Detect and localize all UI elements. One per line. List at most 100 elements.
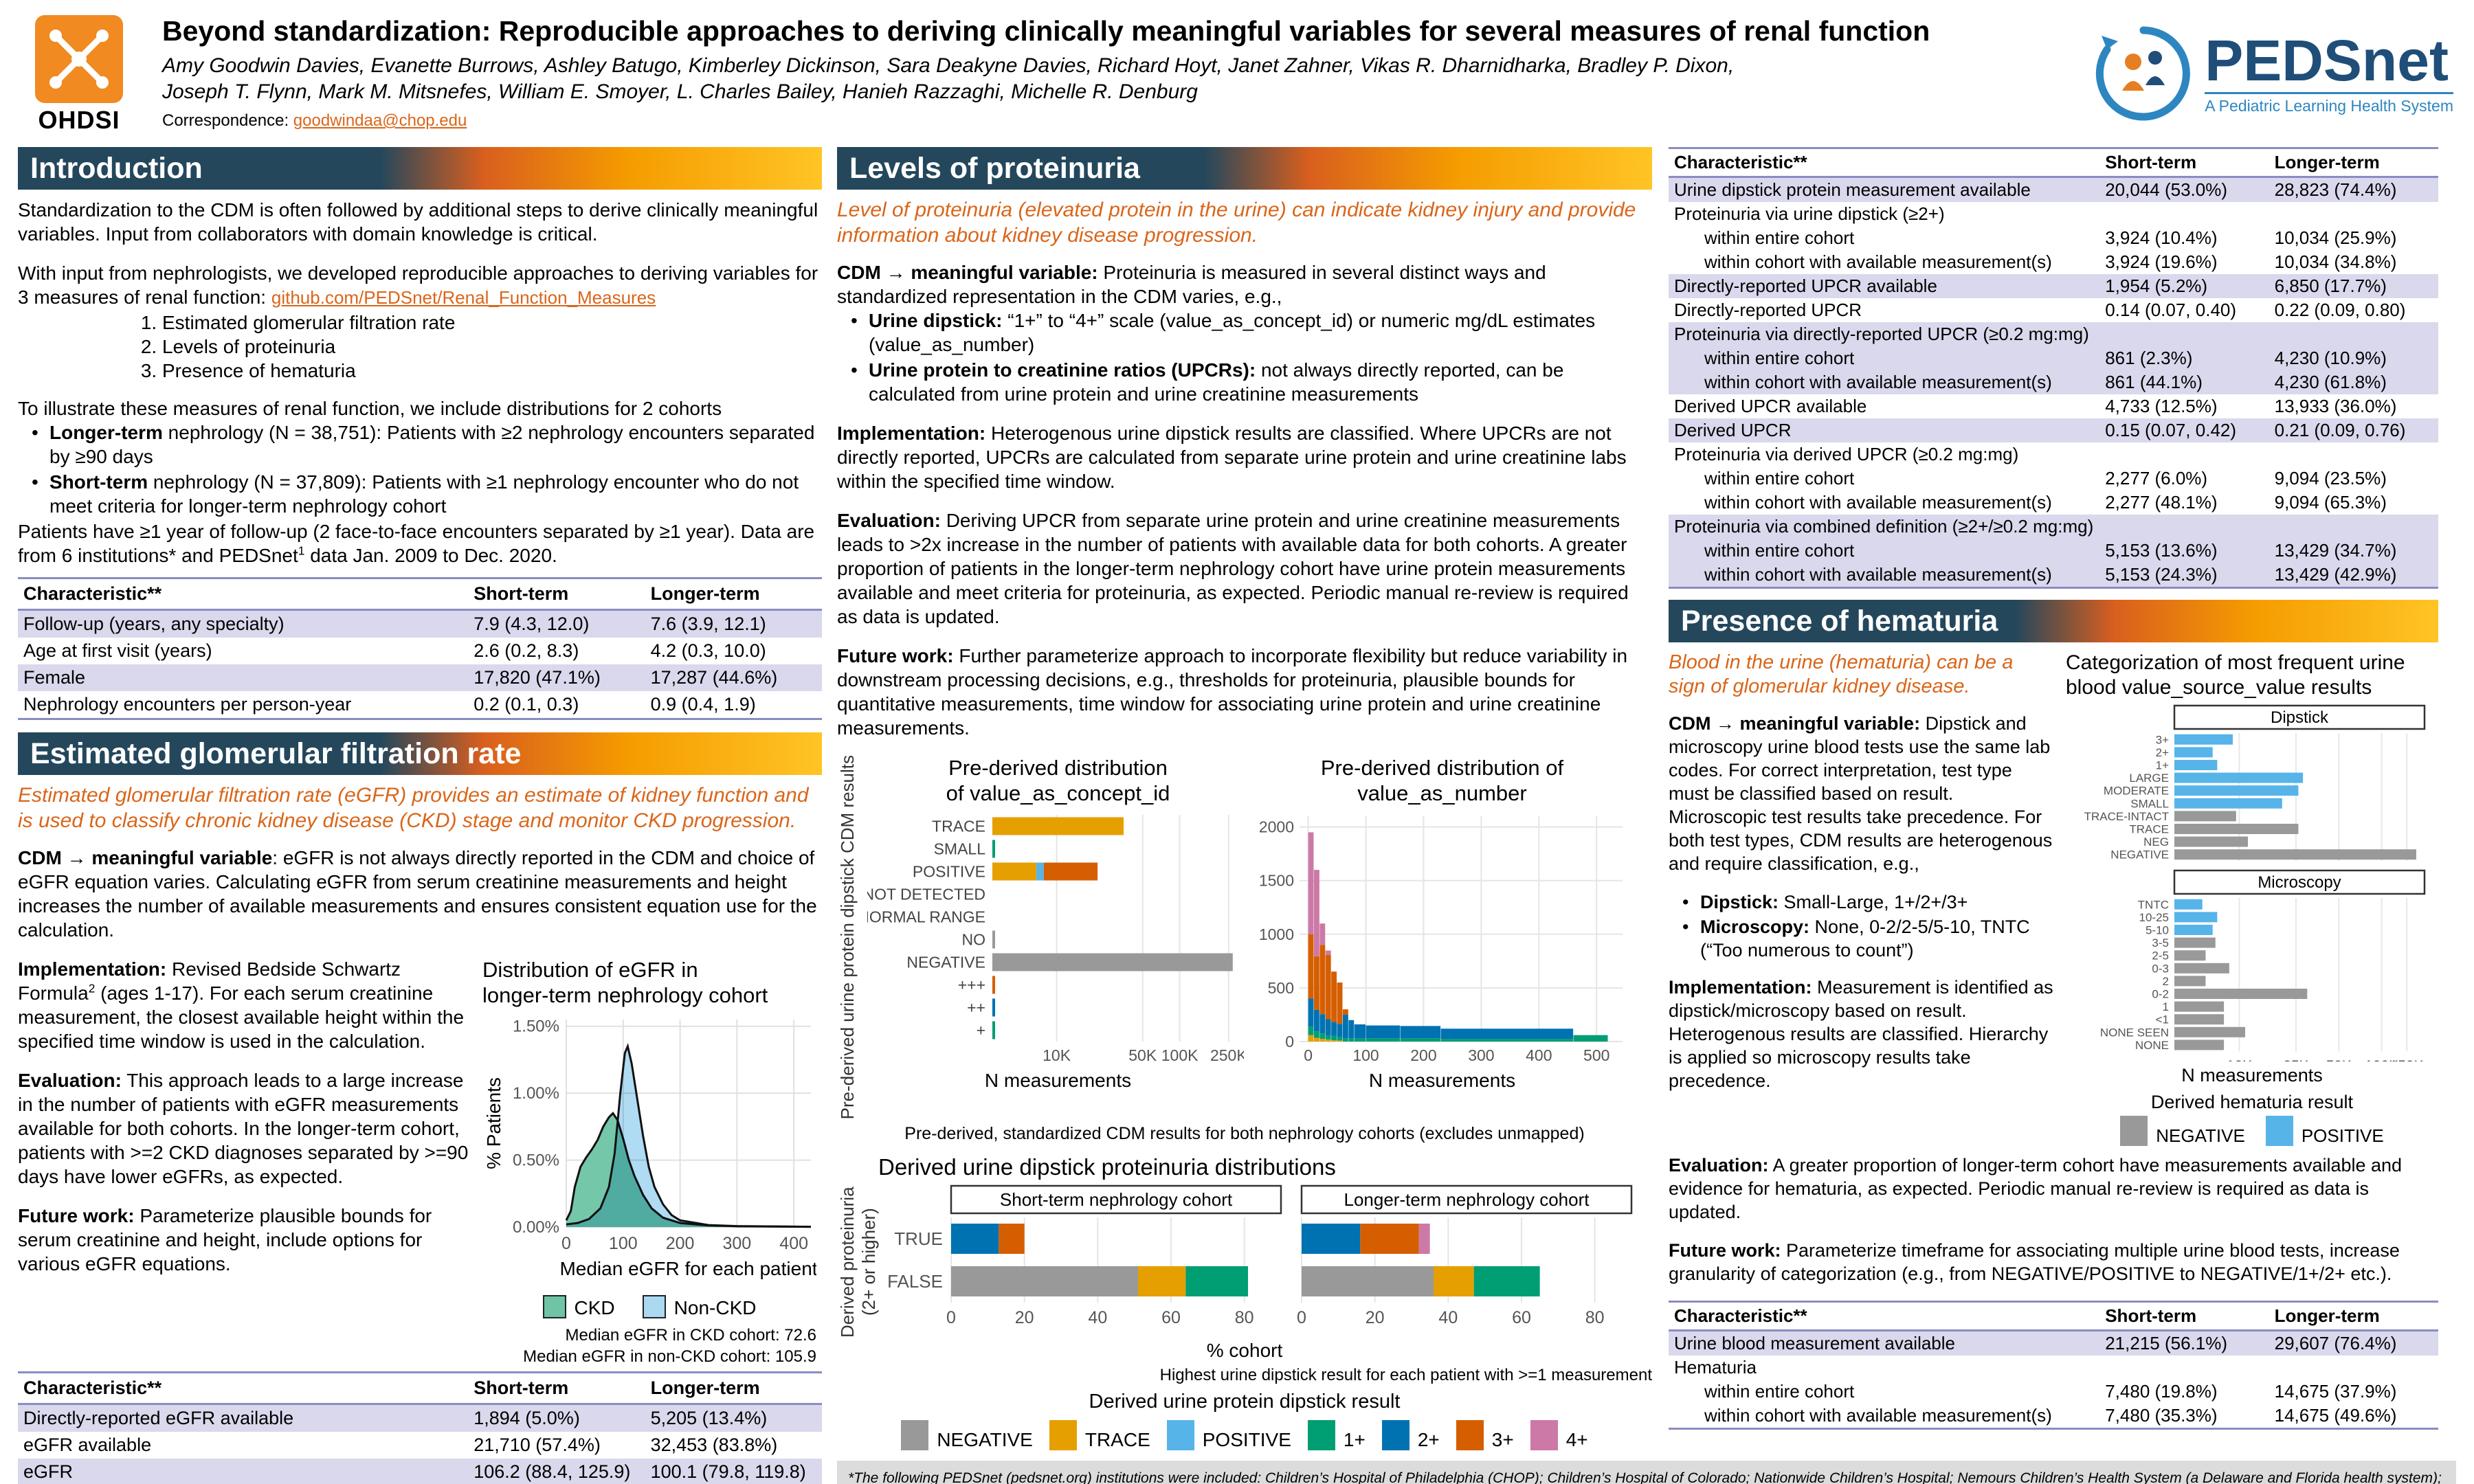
legend-swatch xyxy=(2120,1116,2148,1146)
svg-text:0-2: 0-2 xyxy=(2152,988,2169,1001)
bar xyxy=(1400,1025,1441,1038)
concept-chart-title: Pre-derived distribution of value_as_conc… xyxy=(946,756,1170,806)
bar xyxy=(1319,1033,1326,1039)
hema-bullet-dipstick: Dipstick: Small-Large, 1+/2+/3+ xyxy=(1678,890,2053,914)
columns: Introduction Standardization to the CDM … xyxy=(0,147,2474,1484)
table-cell: 2.6 (0.2, 8.3) xyxy=(473,640,579,661)
svg-text:10-25: 10-25 xyxy=(2139,911,2169,924)
bar xyxy=(1331,1022,1337,1036)
svg-text:NONE: NONE xyxy=(2135,1039,2169,1052)
bar xyxy=(2174,989,2308,999)
bar xyxy=(1319,1013,1326,1033)
authors-line2: Joseph T. Flynn, Mark M. Mitsnefes, Will… xyxy=(162,80,1198,103)
svg-text:2: 2 xyxy=(2163,975,2169,988)
column-proteinuria: Levels of proteinuria Level of proteinur… xyxy=(837,147,1652,1451)
legend-swatch xyxy=(1307,1420,1335,1451)
bar xyxy=(951,1224,999,1255)
bar xyxy=(1337,1036,1343,1041)
svg-text:% Patients: % Patients xyxy=(483,1077,504,1169)
number-x-axis-label: N measurements xyxy=(1368,1069,1516,1091)
table-cell: 17,820 (47.1%) xyxy=(473,667,601,688)
bar xyxy=(1331,971,1337,1022)
footnote-marker: 1 xyxy=(298,543,305,558)
intro-paragraph: Patients have ≥1 year of follow-up (2 fa… xyxy=(18,519,822,567)
hematuria-chart-title: Categorization of most frequent urine blo… xyxy=(2066,651,2405,699)
table-row: within entire cohort 3,924 (10.4%) 10,034 … xyxy=(1669,226,2438,250)
svg-text:10K: 10K xyxy=(2227,1058,2252,1061)
svg-text:NOT DETECTED: NOT DETECTED xyxy=(867,885,985,903)
bar xyxy=(1308,831,1314,934)
bar xyxy=(2174,1039,2225,1050)
svg-text:TRUE: TRUE xyxy=(894,1228,943,1249)
table-header: Short-term xyxy=(468,1371,645,1405)
table-cell: 3,924 (19.6%) xyxy=(2105,251,2218,272)
prot-bullets: Urine dipstick: “1+” to “4+” scale (valu… xyxy=(847,308,1652,406)
svg-text:+++: +++ xyxy=(958,976,985,993)
bar xyxy=(1337,1040,1343,1042)
legend-item: 4+ xyxy=(1530,1420,1588,1451)
egfr-future-work: Future work: Parameterize plausible boun… xyxy=(18,1204,471,1276)
hema-implementation: Implementation: Measurement is identifie… xyxy=(1669,976,2053,1092)
svg-text:Short-term nephrology cohort: Short-term nephrology cohort xyxy=(1000,1189,1233,1210)
bar xyxy=(2174,747,2213,758)
svg-text:2+: 2+ xyxy=(2156,746,2169,759)
table-cell: 7.6 (3.9, 12.1) xyxy=(650,614,766,634)
prederived-charts: Pre-derived urine protein dipstick CDM r… xyxy=(837,755,1652,1120)
derived-stacked-bar-chart: Short-term nephrology cohort 0 20 40 60 80 TRU… xyxy=(887,1184,1633,1327)
introduction-text: Standardization to the CDM is often foll… xyxy=(18,198,822,567)
derived-chart-block: Derived urine dipstick proteinuria distr… xyxy=(837,1154,1652,1452)
section-header-hematuria: Presence of hematuria xyxy=(1669,600,2438,642)
table-cell: Proteinuria via derived UPCR (≥0.2 mg:mg… xyxy=(1674,444,2019,464)
legend-item: 2+ xyxy=(1381,1420,1440,1451)
table-cell: 29,607 (76.4%) xyxy=(2274,1333,2397,1354)
svg-text:10K: 10K xyxy=(1043,1046,1071,1064)
table-header: Longer-term xyxy=(2269,147,2438,178)
section-title: Presence of hematuria xyxy=(1681,604,1998,638)
correspondence-email-link[interactable]: goodwindaa@chop.edu xyxy=(293,111,467,131)
bar xyxy=(1337,1023,1343,1037)
table-cell: 14,675 (49.6%) xyxy=(2269,1404,2438,1430)
pedsnet-logo: PEDSnet A Pediatric Learning Health Syst… xyxy=(2092,22,2453,125)
table-cell: Hematuria xyxy=(1674,1357,1757,1378)
bullet-text: nephrology (N = 38,751): Patients with ≥… xyxy=(49,422,815,467)
bar xyxy=(2174,1014,2225,1025)
hema-bullet-microscopy: Microscopy: None, 0-2/2-5/5-10, TNTC (“T… xyxy=(1678,915,2053,962)
egfr-text: Implementation: Revised Bedside Schwartz… xyxy=(18,957,471,1367)
bar xyxy=(1308,1035,1314,1042)
legend-swatch xyxy=(1049,1420,1077,1451)
para-bold: Future work: xyxy=(18,1205,135,1227)
table-cell: Directly-reported eGFR available xyxy=(23,1407,294,1428)
number-chart-title: Pre-derived distribution of value_as_numb… xyxy=(1320,756,1564,806)
footnote-institutions: *The following PEDSnet (pedsnet.org) ins… xyxy=(848,1470,2442,1484)
table-row: Proteinuria via directly-reported UPCR (… xyxy=(1669,322,2438,346)
bar xyxy=(992,1021,995,1039)
legend-swatch xyxy=(642,1294,666,1318)
github-link[interactable]: github.com/PEDSnet/Renal_Function_Measur… xyxy=(271,287,656,308)
table-row: Directly-reported UPCR 0.14 (0.07, 0.40) 0… xyxy=(1669,298,2438,322)
median-nonckd-caption: Median eGFR in non-CKD cohort: 105.9 xyxy=(523,1347,816,1366)
bar xyxy=(1313,1037,1319,1042)
egfr-chart-block: Distribution of eGFR in longer-term nephr… xyxy=(482,957,818,1367)
bar xyxy=(2174,912,2218,923)
hematuria-chart-block: Categorization of most frequent urine blo… xyxy=(2066,651,2438,1147)
svg-text:5-10: 5-10 xyxy=(2146,924,2169,937)
bar xyxy=(2174,836,2249,847)
svg-text:Median eGFR for each patient: Median eGFR for each patient xyxy=(559,1258,816,1279)
svg-text:POSITIVE: POSITIVE xyxy=(913,862,985,880)
svg-text:40: 40 xyxy=(1438,1308,1458,1327)
table-cell: 0.21 (0.09, 0.76) xyxy=(2274,420,2406,440)
egfr-cdm: CDM → meaningful variable: eGFR is not a… xyxy=(18,846,822,942)
prederived-y-axis-label: Pre-derived urine protein dipstick CDM r… xyxy=(837,755,858,1120)
column-introduction: Introduction Standardization to the CDM … xyxy=(18,147,822,1484)
table-row: within cohort with available measurement… xyxy=(1669,491,2438,515)
right-region: Levels of proteinuria Level of proteinur… xyxy=(837,147,2456,1484)
para-text: Dipstick and microscopy urine blood test… xyxy=(1669,712,2053,874)
intro-paragraph: Standardization to the CDM is often foll… xyxy=(18,199,818,245)
table-cell: 106.2 (88.4, 125.9) xyxy=(468,1458,645,1484)
bullet-text: “1+” to “4+” scale (value_as_concept_id)… xyxy=(869,310,1596,356)
data-table: Characteristic** Short-term Longer-term Uri… xyxy=(1669,1301,2438,1430)
intro-text: data Jan. 2009 to Dec. 2020. xyxy=(304,545,557,566)
hematuria-table: Characteristic** Short-term Longer-term Uri… xyxy=(1669,1301,2438,1430)
legend-item: 1+ xyxy=(1307,1420,1366,1451)
table-row: Hematuria xyxy=(1669,1356,2438,1380)
